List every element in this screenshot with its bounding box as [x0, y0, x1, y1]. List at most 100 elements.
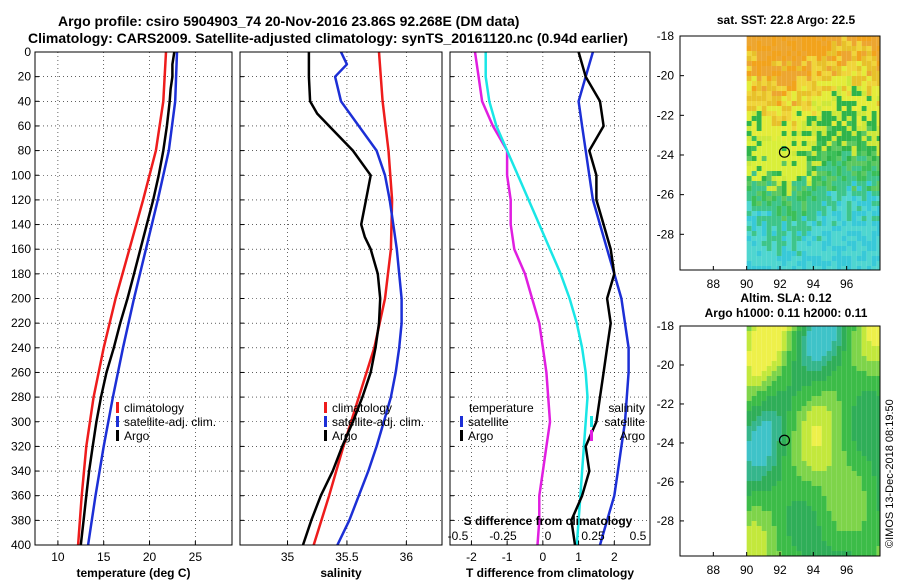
map-cell: [796, 206, 802, 211]
map-cell: [826, 106, 832, 111]
map-cell: [821, 251, 827, 256]
map-cell: [851, 226, 857, 231]
map-cell: [866, 261, 872, 266]
map-cell: [746, 121, 752, 126]
map-cell: [831, 501, 837, 506]
map-cell: [871, 406, 877, 411]
map-cell: [746, 506, 752, 511]
map-cell: [871, 171, 877, 176]
map-cell: [826, 346, 832, 351]
map-cell: [876, 471, 880, 476]
map-cell: [751, 131, 757, 136]
map-cell: [776, 491, 782, 496]
map-cell: [856, 351, 862, 356]
map-cell: [761, 526, 767, 531]
map-cell: [871, 221, 877, 226]
map-cell: [776, 46, 782, 51]
map-cell: [871, 391, 877, 396]
map-cell: [831, 371, 837, 376]
map-cell: [841, 166, 847, 171]
map-cell: [801, 206, 807, 211]
map-cell: [851, 71, 857, 76]
map-cell: [831, 266, 837, 270]
map-cell: [826, 361, 832, 366]
map-cell: [816, 41, 822, 46]
map-cell: [861, 541, 867, 546]
map-cell: [796, 46, 802, 51]
map-cell: [781, 351, 787, 356]
map-cell: [861, 216, 867, 221]
map-cell: [786, 51, 792, 56]
map-cell: [766, 41, 772, 46]
map-cell: [766, 241, 772, 246]
map-cell: [776, 201, 782, 206]
map-cell: [766, 216, 772, 221]
map-cell: [846, 81, 852, 86]
map-cell: [841, 526, 847, 531]
map-cell: [761, 206, 767, 211]
map-cell: [841, 466, 847, 471]
map-cell: [776, 141, 782, 146]
map-cell: [756, 241, 762, 246]
map-cell: [796, 456, 802, 461]
map-cell: [856, 541, 862, 546]
map-cell: [746, 416, 752, 421]
map-cell: [781, 441, 787, 446]
map-cell: [756, 481, 762, 486]
map-cell: [791, 431, 797, 436]
map-cell: [811, 51, 817, 56]
map-cell: [776, 186, 782, 191]
map-cell: [876, 201, 880, 206]
map-cell: [801, 101, 807, 106]
map-cell: [841, 386, 847, 391]
map-cell: [856, 486, 862, 491]
map-cell: [811, 241, 817, 246]
map-cell: [816, 51, 822, 56]
map-cell: [806, 71, 812, 76]
map-cell: [791, 246, 797, 251]
map-cell: [811, 46, 817, 51]
map-cell: [851, 441, 857, 446]
map-cell: [841, 151, 847, 156]
map-cell: [861, 256, 867, 261]
map-cell: [861, 546, 867, 551]
map-cell: [846, 261, 852, 266]
x-tick-label: -2: [466, 550, 477, 564]
map-cell: [801, 416, 807, 421]
map-cell: [816, 206, 822, 211]
map-cell: [861, 246, 867, 251]
map-cell: [826, 101, 832, 106]
map-cell: [861, 366, 867, 371]
map-cell: [851, 376, 857, 381]
map-cell: [841, 236, 847, 241]
map-cell: [861, 251, 867, 256]
map-cell: [746, 331, 752, 336]
map-cell: [796, 461, 802, 466]
map-cell: [846, 241, 852, 246]
map-cell: [861, 431, 867, 436]
map-cell: [786, 226, 792, 231]
map-cell: [756, 196, 762, 201]
map-cell: [751, 156, 757, 161]
map-cell: [751, 91, 757, 96]
map-cell: [851, 136, 857, 141]
map-cell: [851, 116, 857, 121]
legend-swatch: [460, 416, 463, 427]
map-cell: [806, 41, 812, 46]
map-cell: [846, 451, 852, 456]
map-x-tick-label: 94: [807, 563, 821, 577]
map-cell: [841, 66, 847, 71]
map-cell: [866, 396, 872, 401]
map-cell: [776, 106, 782, 111]
map-cell: [866, 106, 872, 111]
map-cell: [851, 396, 857, 401]
map-cell: [801, 391, 807, 396]
map-cell: [801, 471, 807, 476]
map-cell: [776, 416, 782, 421]
map-cell: [746, 396, 752, 401]
map-cell: [871, 476, 877, 481]
map-cell: [856, 426, 862, 431]
map-cell: [781, 76, 787, 81]
map-cell: [791, 206, 797, 211]
map-cell: [751, 201, 757, 206]
